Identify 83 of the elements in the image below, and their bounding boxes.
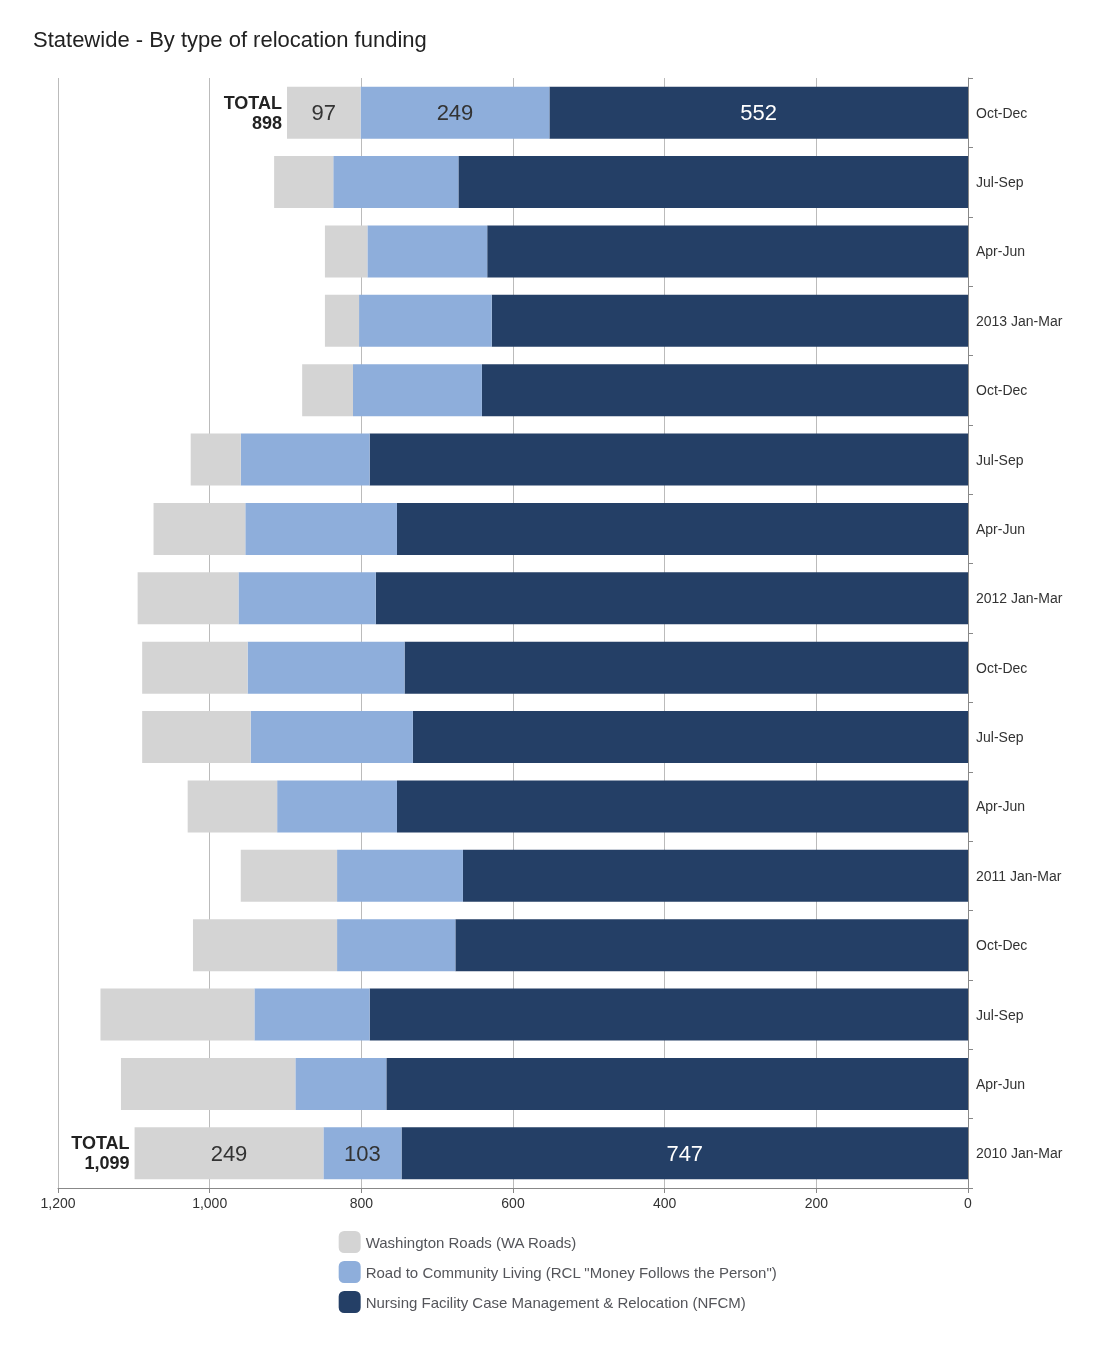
y-tick-label: Jul-Sep	[976, 174, 1024, 191]
bar	[404, 641, 968, 694]
bar	[190, 433, 241, 486]
y-tick-label: 2010 Jan-Mar	[976, 1145, 1063, 1162]
y-tick-label: 2012 Jan-Mar	[976, 590, 1063, 607]
bar	[142, 641, 248, 694]
legend-label: Road to Community Living (RCL "Money Follows the Person")	[365, 1263, 777, 1281]
y-tick-label: 2011 Jan-Mar	[976, 867, 1062, 884]
legend-label: Nursing Facility Case Management & Relocation (NFCM)	[365, 1293, 746, 1311]
x-tick-label: 400	[652, 1195, 677, 1211]
bar	[324, 225, 368, 278]
bar	[245, 502, 397, 555]
y-tick-label: Jul-Sep	[976, 1006, 1024, 1023]
data-label: 249	[436, 100, 474, 126]
bar	[491, 294, 968, 347]
data-label: 552	[740, 100, 778, 126]
y-tick-label: Oct-Dec	[976, 104, 1028, 121]
bar	[247, 641, 405, 694]
bar	[295, 1057, 387, 1110]
bar	[240, 849, 338, 902]
y-tick-label: Apr-Jun	[976, 1075, 1026, 1092]
x-tick-label: 600	[501, 1195, 525, 1211]
legend-label: Washington Roads (WA Roads)	[365, 1233, 577, 1251]
bar	[396, 780, 968, 833]
bar	[287, 86, 361, 139]
y-tick-label: Apr-Jun	[976, 520, 1026, 537]
bar	[352, 364, 482, 417]
bar	[396, 502, 968, 555]
y-tick-label: Jul-Sep	[976, 451, 1024, 468]
data-label: 249	[210, 1140, 248, 1166]
y-tick-label: Apr-Jun	[976, 243, 1026, 260]
bar	[455, 919, 968, 972]
bar	[187, 780, 278, 833]
bar	[458, 156, 968, 209]
bar	[254, 988, 370, 1041]
bar	[274, 156, 334, 209]
bar	[333, 156, 459, 209]
x-tick-label: 1,200	[40, 1195, 76, 1211]
bar	[462, 849, 968, 902]
bar	[142, 711, 251, 764]
bar	[277, 780, 397, 833]
y-tick-label: Oct-Dec	[976, 382, 1028, 399]
bar	[153, 502, 246, 555]
data-label: 97	[311, 100, 337, 126]
bar	[302, 364, 353, 417]
y-tick-label: Apr-Jun	[976, 798, 1026, 815]
bar	[100, 988, 255, 1041]
bar	[240, 433, 370, 486]
bar	[337, 919, 456, 972]
data-label: 103	[344, 1140, 381, 1166]
bar	[359, 294, 492, 347]
total-label: TOTAL 898	[223, 92, 283, 133]
bar	[369, 433, 968, 486]
y-tick-label: Jul-Sep	[976, 729, 1024, 746]
bar	[337, 849, 463, 902]
bar	[487, 225, 968, 278]
bar	[192, 919, 338, 972]
data-label: 747	[666, 1140, 704, 1166]
y-tick-label: Oct-Dec	[976, 937, 1028, 954]
bar	[323, 1127, 402, 1180]
bar	[481, 364, 968, 417]
bar	[375, 572, 968, 625]
bar	[369, 988, 968, 1041]
y-tick-label: Oct-Dec	[976, 659, 1028, 676]
chart-title: Statewide - By type of relocation funding	[33, 26, 427, 52]
bar	[412, 711, 968, 764]
bar	[360, 86, 550, 139]
bar	[134, 1127, 324, 1180]
bar	[367, 225, 488, 278]
bar	[250, 711, 413, 764]
bar	[401, 1127, 968, 1180]
bar	[549, 86, 968, 139]
bar	[238, 572, 376, 625]
x-tick-label: 200	[804, 1195, 829, 1211]
total-label: TOTAL 1,099	[71, 1133, 130, 1174]
x-tick-label: 1,000	[192, 1195, 228, 1211]
bar	[120, 1057, 296, 1110]
bar	[137, 572, 239, 625]
bar	[324, 294, 360, 347]
x-tick-label: 800	[349, 1195, 374, 1211]
x-tick-label: 0	[964, 1195, 973, 1211]
y-tick-label: 2013 Jan-Mar	[976, 312, 1063, 329]
bar	[386, 1057, 968, 1110]
